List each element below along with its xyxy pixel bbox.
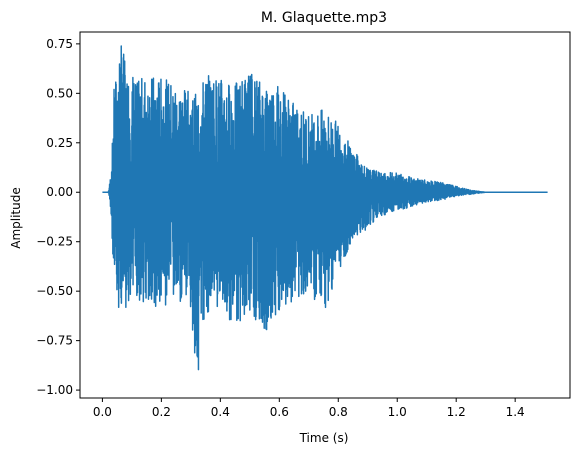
x-tick-label: 1.2	[447, 405, 466, 419]
plot-area	[101, 45, 549, 371]
x-tick-label: 0.8	[329, 405, 348, 419]
y-tick-label: −0.25	[36, 235, 73, 249]
y-tick-label: 0.25	[46, 136, 73, 150]
x-axis: 0.0 0.2 0.4 0.6 0.8 1.0 1.2 1.4	[93, 398, 525, 419]
x-tick-label: 0.6	[270, 405, 289, 419]
waveform-series-line	[101, 45, 549, 371]
y-tick-label: −1.00	[36, 383, 73, 397]
y-axis-label: Amplitude	[9, 187, 23, 249]
x-tick-label: 1.4	[506, 405, 525, 419]
plot-frame	[79, 31, 571, 399]
y-axis: −1.00 −0.75 −0.50 −0.25 0.00 0.25 0.50 0.75	[36, 37, 80, 397]
x-tick-label: 0.4	[211, 405, 230, 419]
y-tick-label: 0.75	[46, 37, 73, 51]
x-tick-label: 0.0	[93, 405, 112, 419]
chart-title: M. Glaquette.mp3	[261, 10, 387, 26]
x-axis-label: Time (s)	[299, 431, 349, 445]
x-tick-label: 0.2	[152, 405, 171, 419]
y-tick-label: −0.50	[36, 284, 73, 298]
x-tick-label: 1.0	[388, 405, 407, 419]
y-tick-label: 0.00	[46, 185, 73, 199]
y-tick-label: 0.50	[46, 86, 73, 100]
y-tick-label: −0.75	[36, 334, 73, 348]
